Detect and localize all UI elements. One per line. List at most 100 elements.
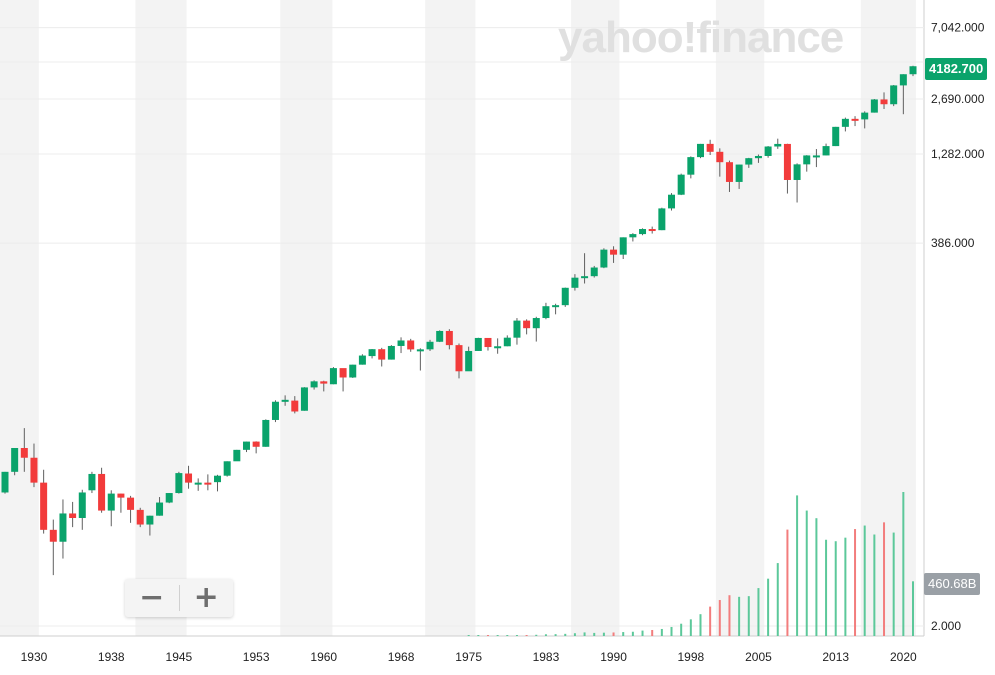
- candle[interactable]: [281, 395, 289, 406]
- candle[interactable]: [745, 157, 753, 168]
- candle[interactable]: [59, 499, 67, 559]
- candle[interactable]: [629, 233, 637, 242]
- candle[interactable]: [716, 148, 724, 177]
- candle[interactable]: [542, 302, 550, 320]
- candle[interactable]: [590, 265, 598, 278]
- candle[interactable]: [78, 489, 86, 530]
- candle[interactable]: [774, 138, 782, 149]
- candle[interactable]: [194, 478, 202, 491]
- candle[interactable]: [214, 474, 222, 492]
- candle[interactable]: [619, 237, 627, 259]
- candle[interactable]: [561, 287, 569, 307]
- candle[interactable]: [648, 226, 656, 234]
- candle[interactable]: [426, 339, 434, 351]
- candle[interactable]: [117, 493, 125, 513]
- candle[interactable]: [880, 92, 888, 109]
- candle[interactable]: [416, 348, 424, 371]
- candle[interactable]: [204, 474, 212, 491]
- candle[interactable]: [358, 354, 366, 365]
- candle[interactable]: [98, 467, 106, 513]
- candle[interactable]: [291, 396, 299, 414]
- candle[interactable]: [30, 443, 38, 488]
- candle[interactable]: [127, 495, 135, 523]
- zoom-in-button[interactable]: +: [179, 579, 233, 617]
- candle[interactable]: [436, 330, 444, 343]
- candle[interactable]: [20, 428, 28, 472]
- candle[interactable]: [687, 156, 695, 179]
- candle[interactable]: [1, 471, 9, 494]
- candle[interactable]: [349, 364, 357, 378]
- candle[interactable]: [329, 367, 337, 385]
- time-tick-label: 1930: [21, 650, 48, 664]
- candle[interactable]: [88, 471, 96, 494]
- candle[interactable]: [40, 469, 48, 534]
- candle[interactable]: [696, 143, 704, 159]
- candle[interactable]: [445, 329, 453, 350]
- candle[interactable]: [581, 253, 589, 284]
- candle[interactable]: [397, 337, 405, 354]
- candle[interactable]: [465, 346, 473, 372]
- candle[interactable]: [523, 319, 531, 335]
- candle[interactable]: [503, 335, 511, 347]
- candle[interactable]: [870, 98, 878, 113]
- candle[interactable]: [368, 349, 376, 359]
- zoom-out-button[interactable]: −: [125, 579, 179, 617]
- candle[interactable]: [783, 143, 791, 194]
- candle[interactable]: [387, 345, 395, 360]
- candle[interactable]: [851, 116, 859, 127]
- candle[interactable]: [69, 501, 77, 528]
- candle[interactable]: [841, 117, 849, 132]
- candle-body: [291, 400, 299, 412]
- candle[interactable]: [156, 497, 164, 516]
- candle[interactable]: [252, 441, 260, 454]
- candle[interactable]: [271, 400, 279, 423]
- candle[interactable]: [11, 447, 19, 476]
- candle[interactable]: [185, 465, 193, 489]
- candle[interactable]: [474, 337, 482, 351]
- candle[interactable]: [571, 274, 579, 291]
- candle[interactable]: [300, 387, 308, 411]
- candle[interactable]: [812, 149, 820, 168]
- candle[interactable]: [320, 380, 328, 392]
- candle[interactable]: [822, 143, 830, 156]
- candle[interactable]: [754, 154, 762, 163]
- candle[interactable]: [49, 519, 57, 576]
- candle[interactable]: [832, 126, 840, 147]
- candle[interactable]: [165, 493, 173, 504]
- candle[interactable]: [803, 155, 811, 172]
- candle[interactable]: [310, 380, 318, 390]
- candle[interactable]: [861, 111, 869, 129]
- candle[interactable]: [899, 74, 907, 115]
- candle[interactable]: [455, 343, 463, 379]
- candle[interactable]: [600, 248, 608, 269]
- candle[interactable]: [793, 163, 801, 203]
- candle[interactable]: [146, 515, 154, 536]
- candle[interactable]: [378, 347, 386, 367]
- candle[interactable]: [725, 160, 733, 192]
- candle[interactable]: [668, 193, 676, 211]
- candle[interactable]: [339, 368, 347, 392]
- candle[interactable]: [107, 490, 115, 527]
- candle[interactable]: [233, 449, 241, 462]
- candle[interactable]: [610, 246, 618, 263]
- candle[interactable]: [175, 471, 183, 494]
- candle[interactable]: [677, 173, 685, 196]
- candle[interactable]: [764, 146, 772, 158]
- candle[interactable]: [909, 65, 917, 77]
- candle[interactable]: [658, 207, 666, 231]
- candle[interactable]: [532, 316, 540, 342]
- candle[interactable]: [494, 338, 502, 354]
- candle[interactable]: [552, 303, 560, 315]
- candle[interactable]: [513, 318, 521, 345]
- candle[interactable]: [890, 85, 898, 107]
- candle[interactable]: [223, 461, 231, 477]
- candle[interactable]: [706, 139, 714, 156]
- candle[interactable]: [242, 441, 250, 453]
- candle[interactable]: [735, 164, 743, 189]
- candle[interactable]: [639, 228, 647, 236]
- candle[interactable]: [407, 338, 415, 352]
- candle[interactable]: [484, 337, 492, 351]
- candle[interactable]: [136, 507, 144, 528]
- candle[interactable]: [262, 419, 270, 447]
